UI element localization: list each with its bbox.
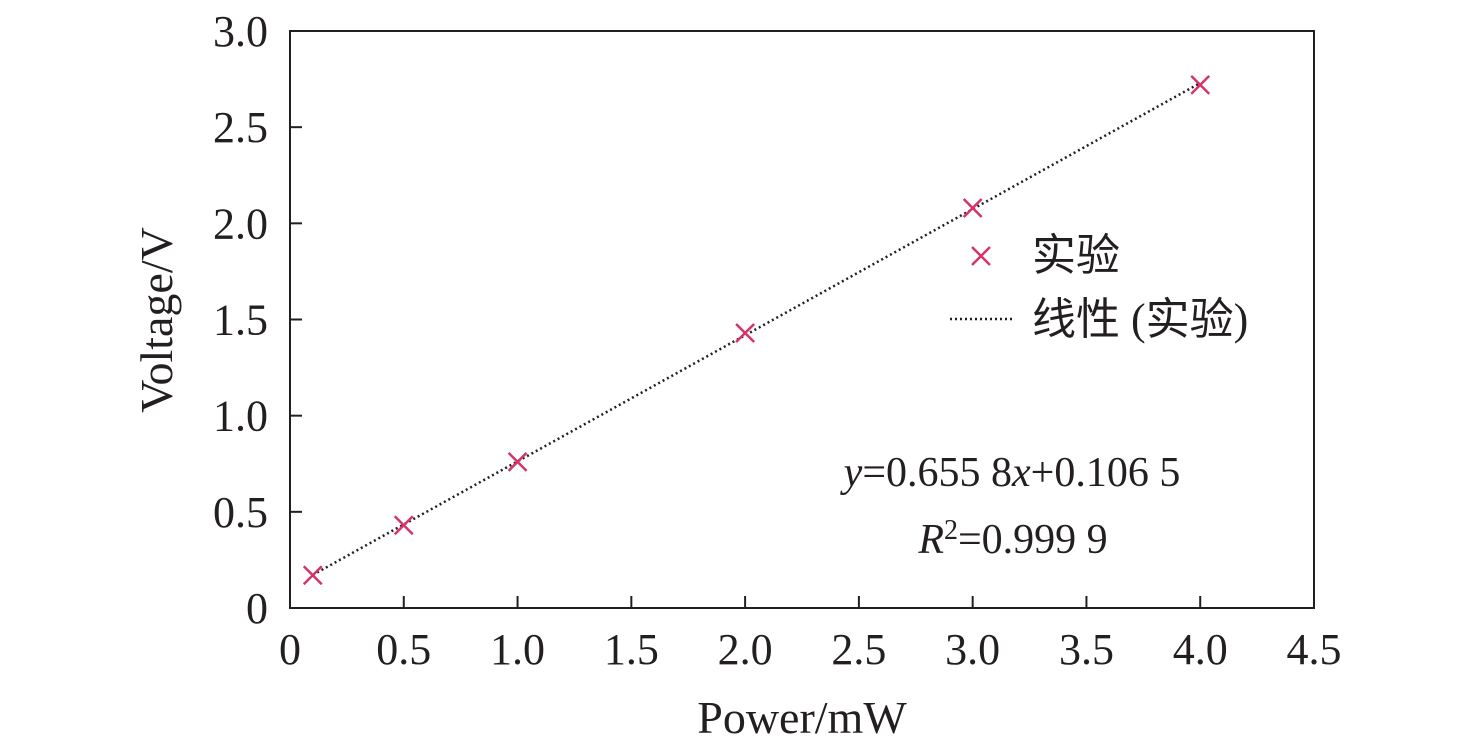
legend-label-trendline: 线性 (实验) <box>1032 295 1248 344</box>
legend-label-experiment: 实验 <box>1032 231 1120 280</box>
legend-marker-experiment <box>971 246 991 266</box>
y-tick-label: 0 <box>246 584 268 633</box>
data-point-stroke <box>302 565 323 586</box>
y-axis-title: Voltage/V <box>131 227 182 413</box>
x-axis-ticks <box>402 596 1202 608</box>
regression-equation: y=0.655 8x+0.106 5 <box>840 450 1181 496</box>
y-tick-label: 2.0 <box>213 199 268 248</box>
x-tick-label: 4.0 <box>1173 625 1228 674</box>
r-squared: R2=0.999 9 <box>917 515 1107 563</box>
data-point-stroke <box>962 198 983 218</box>
data-point <box>735 323 755 343</box>
data-point <box>302 565 323 586</box>
y-tick-label: 0.5 <box>213 488 268 537</box>
x-tick-label: 0.5 <box>376 625 431 674</box>
data-point <box>393 515 414 536</box>
data-point-stroke <box>507 451 528 472</box>
data-point <box>1190 74 1211 95</box>
data-point <box>962 198 983 218</box>
y-tick-label: 1.5 <box>213 296 268 345</box>
legend: 实验 线性 (实验) <box>950 231 1248 344</box>
x-tick-label: 3.0 <box>945 625 1000 674</box>
x-tick-label: 2.5 <box>831 625 886 674</box>
x-tick-label: 2.0 <box>718 625 773 674</box>
y-tick-label: 2.5 <box>213 103 268 152</box>
data-points <box>302 74 1211 586</box>
x-tick-label: 4.5 <box>1287 625 1342 674</box>
x-axis-tick-labels: 0 0.5 1.0 1.5 2.0 2.5 3.0 3.5 4.0 4.5 <box>279 625 1342 674</box>
x-tick-label: 3.5 <box>1059 625 1114 674</box>
data-point-stroke <box>735 323 755 343</box>
y-axis-ticks <box>290 126 302 513</box>
y-tick-label: 1.0 <box>213 392 268 441</box>
x-tick-label: 0 <box>279 625 301 674</box>
trendline <box>312 81 1201 576</box>
data-point-stroke <box>1190 74 1211 95</box>
data-point <box>507 451 528 472</box>
y-tick-label: 3.0 <box>213 7 268 56</box>
x-axis-title: Power/mW <box>697 692 907 743</box>
x-tick-label: 1.5 <box>604 625 659 674</box>
x-tick-label: 1.0 <box>490 625 545 674</box>
data-point-stroke <box>393 515 414 536</box>
y-axis-tick-labels: 0 0.5 1.0 1.5 2.0 2.5 3.0 <box>213 7 268 633</box>
